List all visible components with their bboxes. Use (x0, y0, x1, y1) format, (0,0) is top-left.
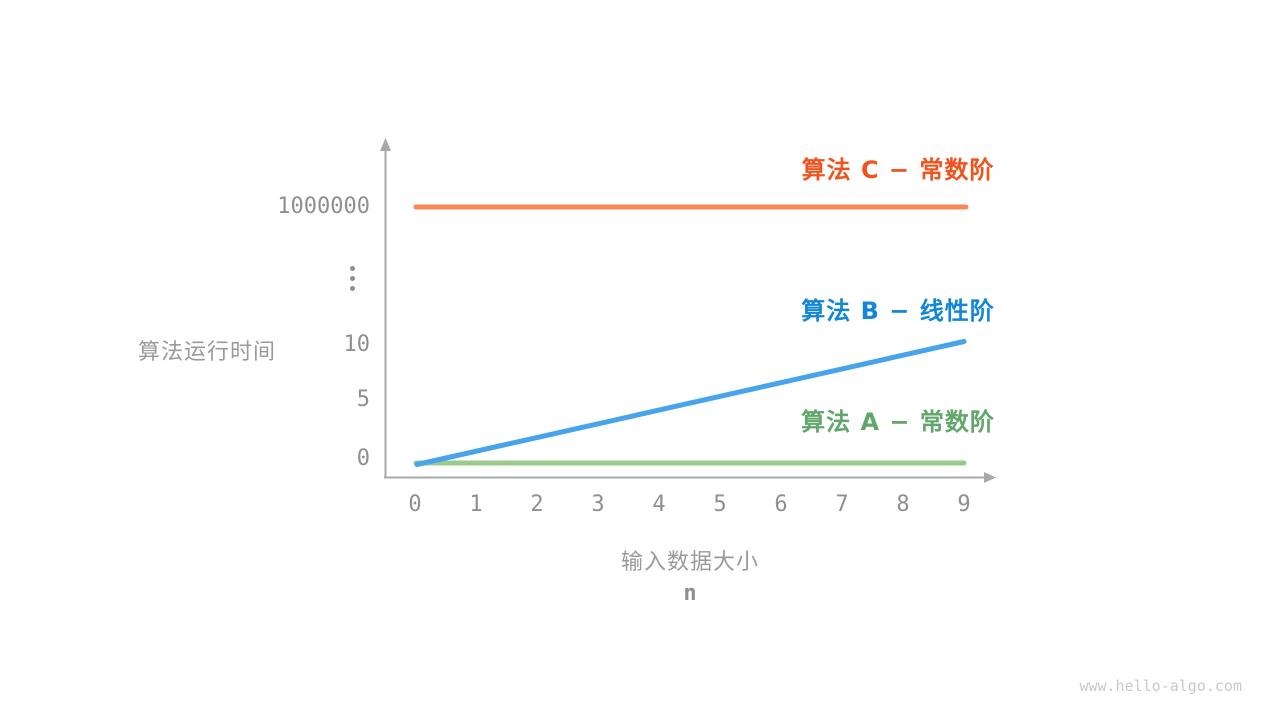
series-line-algorithm-b (414, 339, 967, 467)
x-tick-3: 3 (591, 492, 605, 517)
x-tick-9: 9 (957, 492, 971, 517)
x-tick-7: 7 (835, 492, 849, 517)
x-tick-2: 2 (530, 492, 544, 517)
x-tick-6: 6 (774, 492, 788, 517)
legend-algorithm-c: 算法 C − 常数阶 (801, 156, 995, 184)
y-axis-arrow-icon (380, 138, 391, 151)
y-axis-title: 算法运行时间 (137, 340, 276, 365)
x-axis-tick-labels: 0 1 2 3 4 5 6 7 8 9 (404, 492, 975, 517)
legend-algorithm-b: 算法 B − 线性阶 (801, 297, 995, 325)
x-axis-arrow-icon (984, 472, 996, 483)
x-axis-symbol: n (683, 581, 697, 606)
x-tick-4: 4 (652, 492, 666, 517)
y-tick-0: 0 (356, 446, 370, 471)
x-tick-5: 5 (713, 492, 727, 517)
watermark: www.hello-algo.com (1079, 677, 1242, 695)
legend-algorithm-a: 算法 A − 常数阶 (801, 408, 995, 436)
x-tick-8: 8 (896, 492, 910, 517)
x-axis-title: 输入数据大小 (620, 550, 759, 575)
y-tick-1000000: 1000000 (277, 194, 370, 219)
x-tick-0: 0 (408, 492, 422, 517)
y-axis-break-ellipsis-icon (350, 266, 355, 291)
y-tick-5: 5 (356, 387, 370, 412)
y-tick-10: 10 (343, 332, 371, 357)
x-tick-1: 1 (469, 492, 483, 517)
